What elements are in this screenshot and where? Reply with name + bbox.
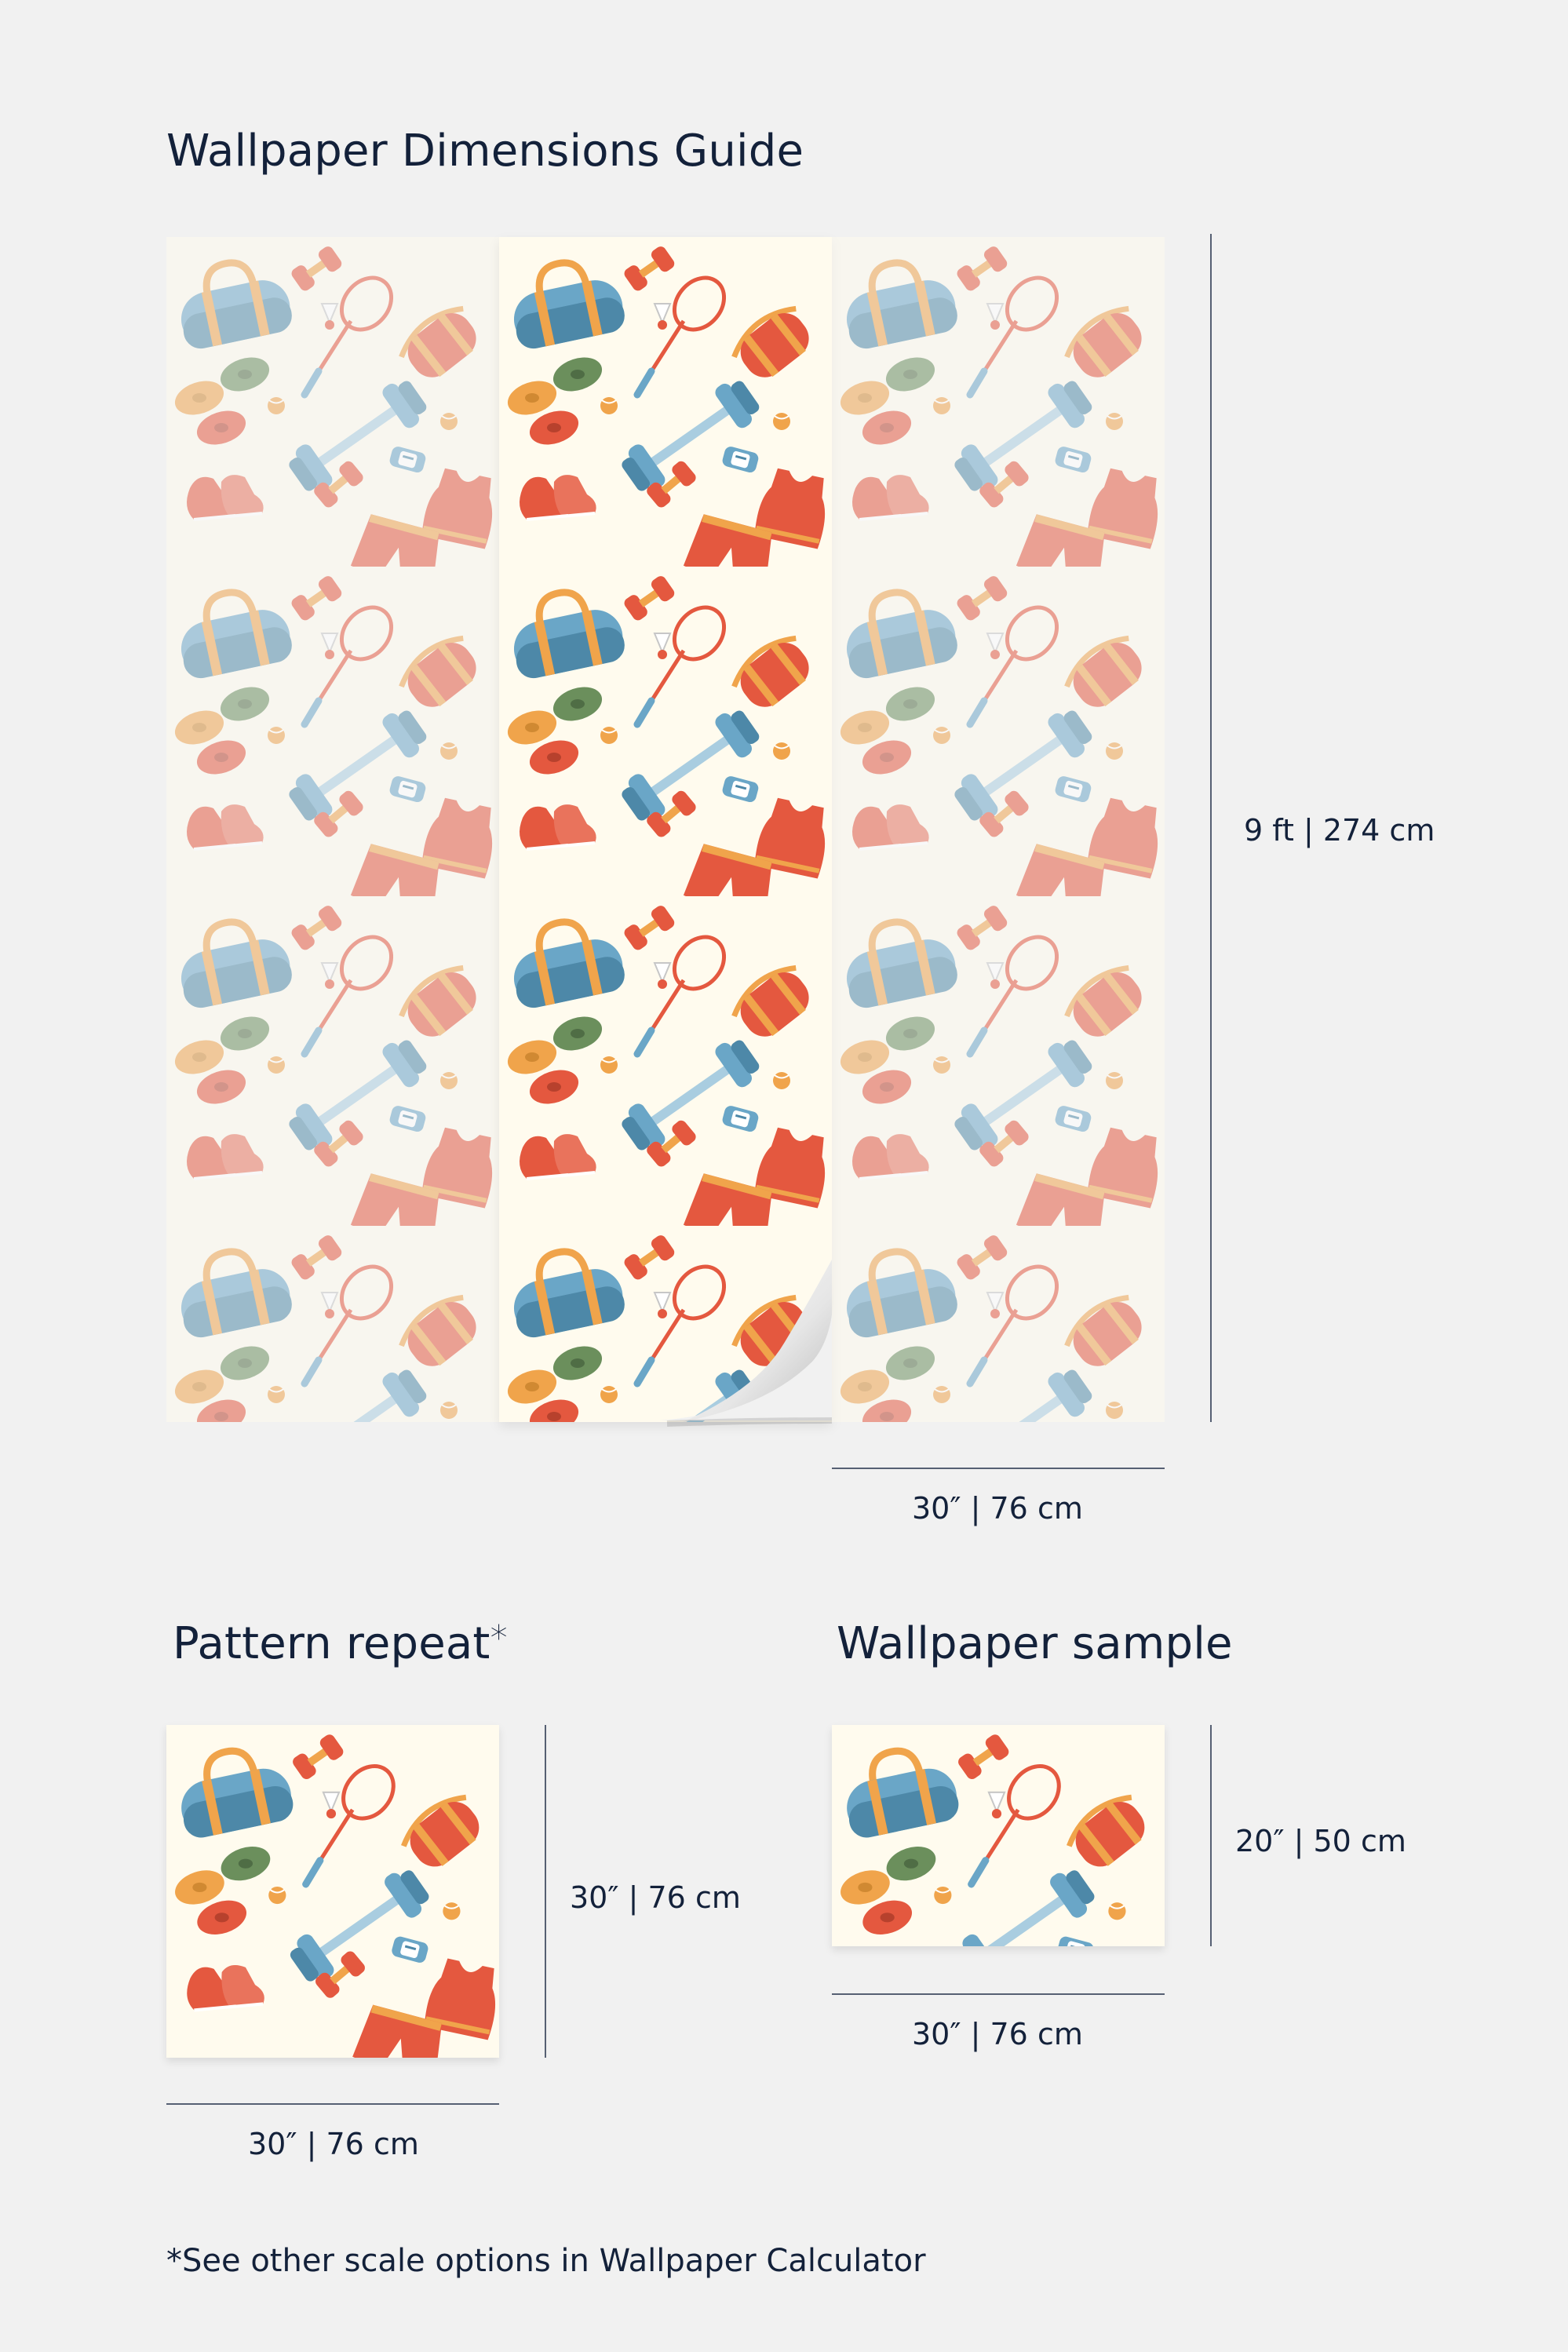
repeat-width-label: 30″ | 76 cm — [248, 2127, 419, 2161]
peel-curl — [651, 1256, 840, 1436]
wallpaper-strip-right — [832, 237, 1165, 1422]
repeat-height-line — [545, 1725, 546, 2058]
sample-height-line — [1210, 1725, 1212, 1946]
pattern-repeat-title: Pattern repeat* — [173, 1618, 508, 1669]
width-dimension-line — [832, 1468, 1165, 1469]
pattern-repeat-asterisk: * — [490, 1618, 508, 1658]
sample-width-label: 30″ | 76 cm — [912, 2017, 1083, 2051]
repeat-width-line — [166, 2103, 499, 2105]
wallpaper-strip-left — [166, 237, 499, 1422]
pattern-repeat-title-text: Pattern repeat — [173, 1618, 490, 1669]
width-dimension-label: 30″ | 76 cm — [912, 1491, 1083, 1526]
guide-title: Wallpaper Dimensions Guide — [166, 126, 804, 177]
height-dimension-line — [1210, 234, 1212, 1422]
repeat-height-label: 30″ | 76 cm — [570, 1880, 741, 1915]
wallpaper-sample-swatch — [832, 1725, 1165, 1946]
sample-width-line — [832, 1993, 1165, 1995]
height-dimension-label: 9 ft | 274 cm — [1244, 813, 1435, 848]
pattern-repeat-swatch — [166, 1725, 499, 2058]
scale-options-footnote: *See other scale options in Wallpaper Ca… — [166, 2243, 926, 2279]
wallpaper-strip-center — [499, 237, 832, 1422]
sample-height-label: 20″ | 50 cm — [1235, 1824, 1406, 1858]
wallpaper-sample-title: Wallpaper sample — [837, 1618, 1233, 1669]
